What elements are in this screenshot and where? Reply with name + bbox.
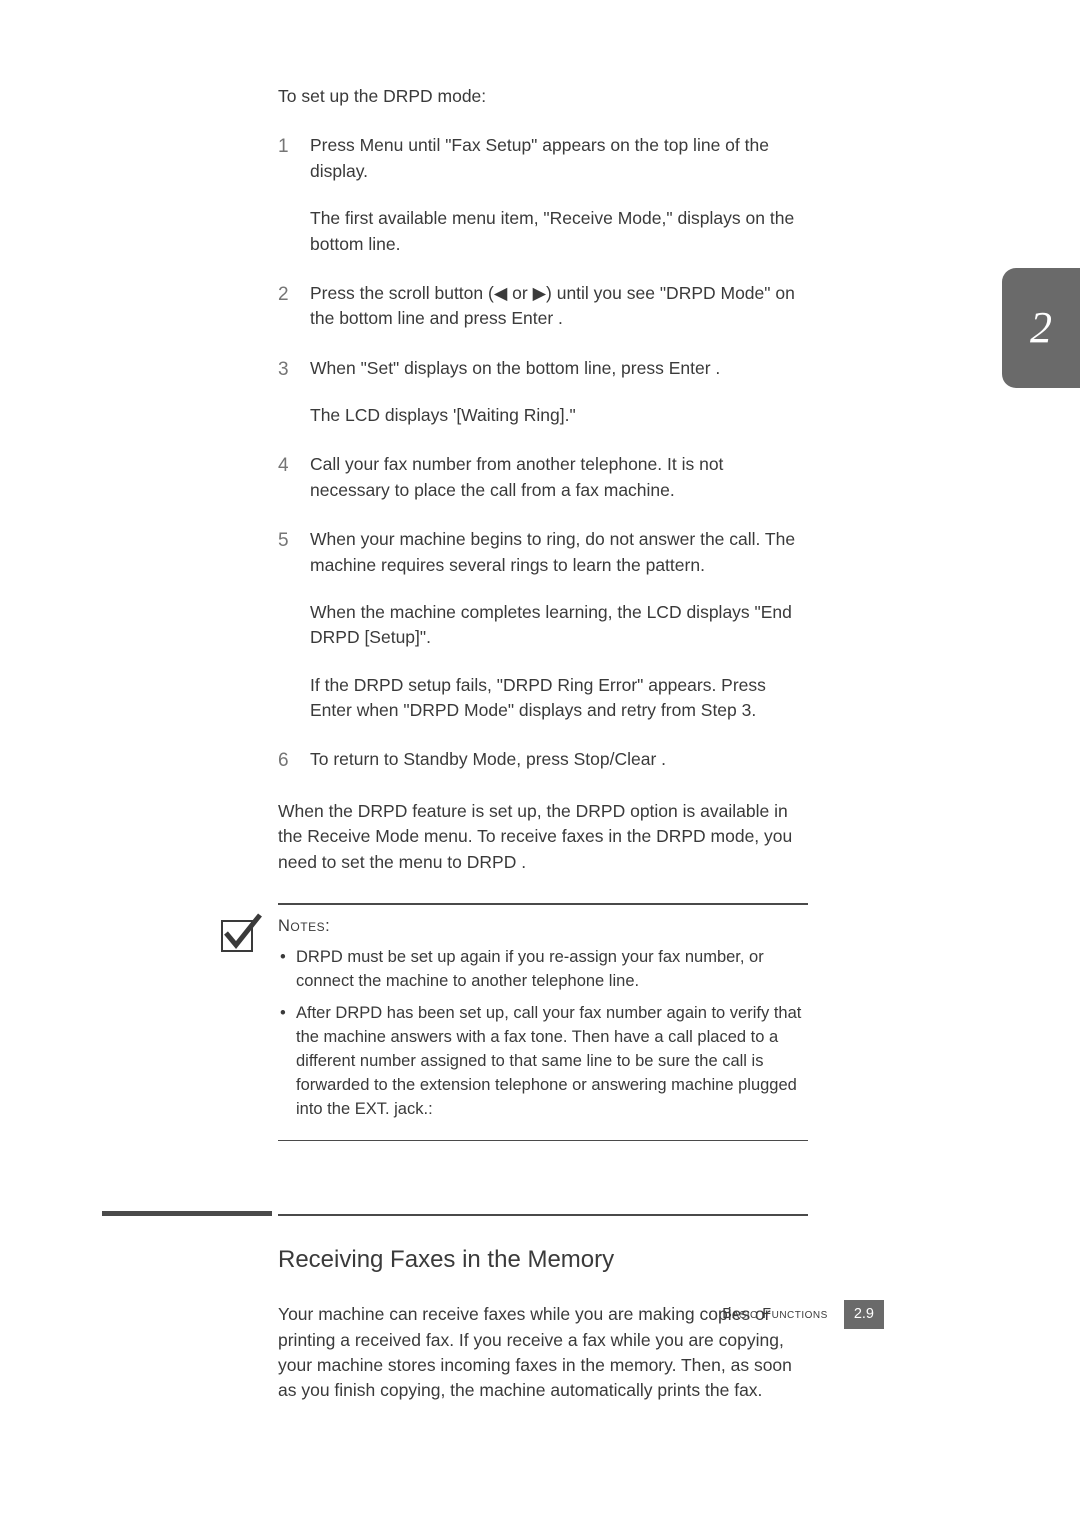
step-3: 3 When "Set" displays on the bottom line… xyxy=(278,356,808,429)
footer-page-number: 2.9 xyxy=(844,1300,884,1329)
step-body: Press Menu until "Fax Setup" appears on … xyxy=(310,133,808,257)
step-6: 6 To return to Standby Mode, press Stop/… xyxy=(278,747,808,775)
after-steps-text: When the DRPD feature is set up, the DRP… xyxy=(278,799,808,875)
step-number: 5 xyxy=(278,527,310,723)
step-1: 1 Press Menu until "Fax Setup" appears o… xyxy=(278,133,808,257)
notes-rule-bottom xyxy=(278,1140,808,1142)
step-para: Call your fax number from another teleph… xyxy=(310,452,808,503)
step-para: When the machine completes learning, the… xyxy=(310,600,808,651)
step-number: 3 xyxy=(278,356,310,429)
section-separator xyxy=(278,1211,808,1219)
section-title: Receiving Faxes in the Memory xyxy=(278,1243,808,1278)
step-4: 4 Call your fax number from another tele… xyxy=(278,452,808,503)
step-body: When "Set" displays on the bottom line, … xyxy=(310,356,808,429)
notes-bullet: DRPD must be set up again if you re-assi… xyxy=(278,946,808,994)
intro-text: To set up the DRPD mode: xyxy=(278,84,808,109)
step-para: The LCD displays '[Waiting Ring]." xyxy=(310,403,808,428)
step-number: 2 xyxy=(278,281,310,332)
page-footer: Basic Functions 2.9 xyxy=(0,1300,1080,1329)
chapter-tab: 2 xyxy=(1002,268,1080,388)
step-2: 2 Press the scroll button (◀ or ▶) until… xyxy=(278,281,808,332)
step-number: 6 xyxy=(278,747,310,775)
notes-inner: Notes: DRPD must be set up again if you … xyxy=(278,905,808,1140)
separator-thick xyxy=(102,1211,272,1216)
step-para: When "Set" displays on the bottom line, … xyxy=(310,356,808,381)
step-number: 1 xyxy=(278,133,310,257)
step-body: When your machine begins to ring, do not… xyxy=(310,527,808,723)
separator-thin xyxy=(278,1214,808,1216)
step-para: If the DRPD setup fails, "DRPD Ring Erro… xyxy=(310,673,808,724)
main-content: To set up the DRPD mode: 1 Press Menu un… xyxy=(278,84,808,1404)
checkmark-icon xyxy=(218,911,264,964)
step-body: To return to Standby Mode, press Stop/Cl… xyxy=(310,747,808,775)
notes-bullet: After DRPD has been set up, call your fa… xyxy=(278,1002,808,1122)
step-5: 5 When your machine begins to ring, do n… xyxy=(278,527,808,723)
step-para: Press Menu until "Fax Setup" appears on … xyxy=(310,133,808,184)
step-number: 4 xyxy=(278,452,310,503)
notes-block: Notes: DRPD must be set up again if you … xyxy=(278,903,808,1141)
step-para: Press the scroll button (◀ or ▶) until y… xyxy=(310,281,808,332)
footer-section-label: Basic Functions xyxy=(722,1304,828,1325)
notes-bullets: DRPD must be set up again if you re-assi… xyxy=(278,946,808,1121)
notes-label: Notes: xyxy=(278,915,808,939)
step-para: When your machine begins to ring, do not… xyxy=(310,527,808,578)
step-para: To return to Standby Mode, press Stop/Cl… xyxy=(310,747,808,772)
chapter-tab-number: 2 xyxy=(1030,296,1052,360)
step-para: The first available menu item, "Receive … xyxy=(310,206,808,257)
step-body: Call your fax number from another teleph… xyxy=(310,452,808,503)
step-body: Press the scroll button (◀ or ▶) until y… xyxy=(310,281,808,332)
